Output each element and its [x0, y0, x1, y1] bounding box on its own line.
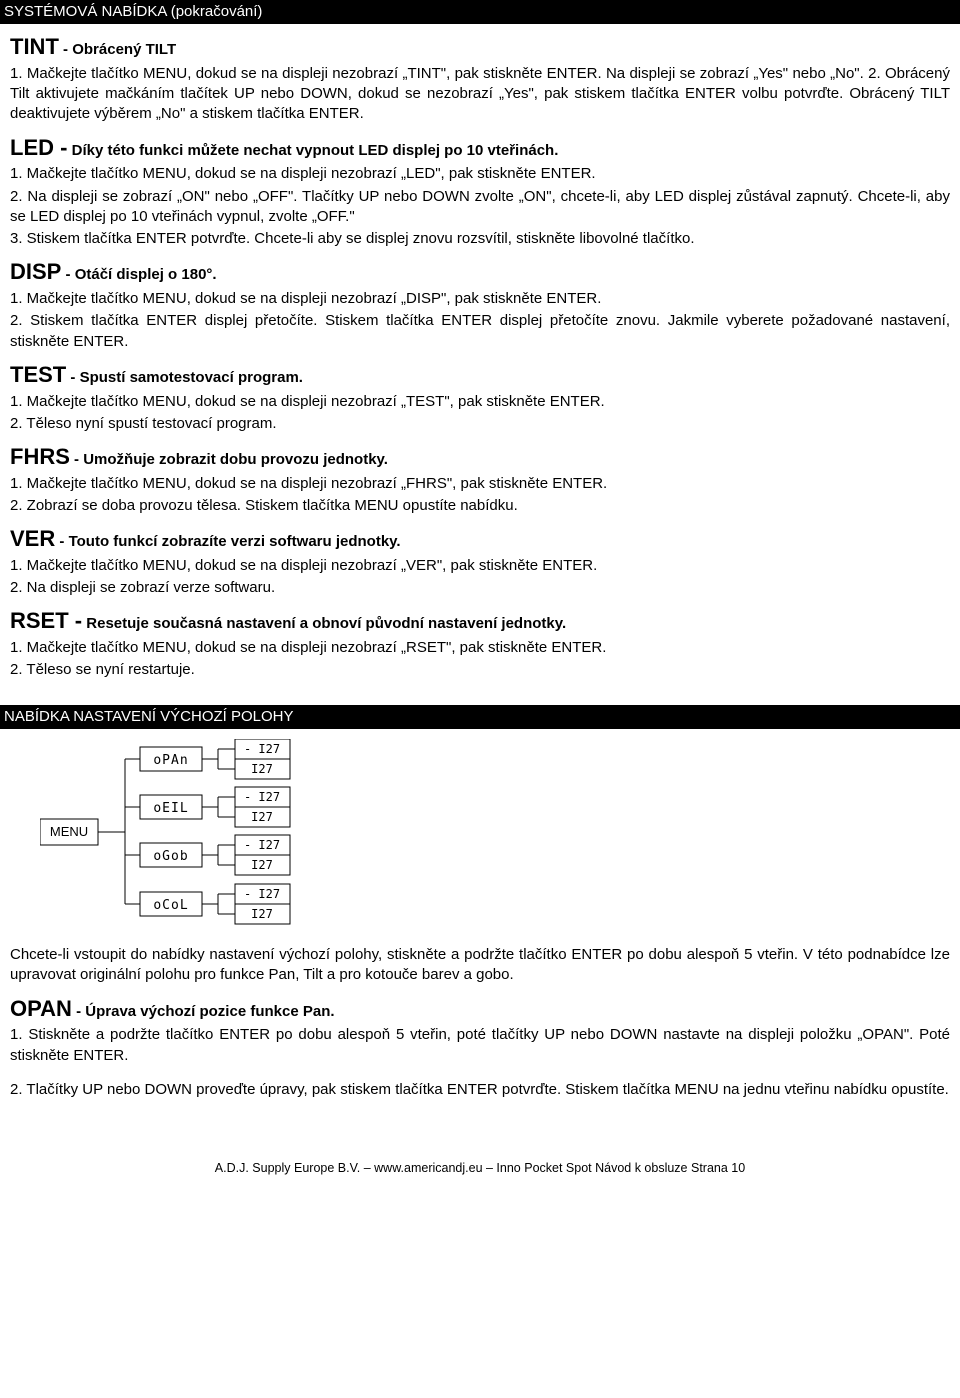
test-heading: TEST - Spustí samotestovací program. — [10, 360, 950, 390]
disp-desc: - Otáčí displej o 180°. — [61, 266, 216, 283]
diagram-item-0: oPAn — [153, 753, 188, 768]
ver-p2: 2. Na displeji se zobrazí verze softwaru… — [10, 578, 950, 598]
test-desc: - Spustí samotestovací program. — [66, 369, 303, 386]
diagram-value-1: I27 — [251, 762, 273, 776]
section-header-bar-2: NABÍDKA NASTAVENÍ VÝCHOZÍ POLOHY — [0, 705, 960, 729]
diagram-value-5: I27 — [251, 858, 273, 872]
diagram-menu-label: MENU — [50, 824, 88, 839]
led-desc: Díky této funkci můžete nechat vypnout L… — [67, 142, 558, 159]
fhrs-desc: - Umožňuje zobrazit dobu provozu jednotk… — [70, 451, 388, 468]
diagram-value-3: I27 — [251, 810, 273, 824]
opan-heading: OPAN - Úprava výchozí pozice funkce Pan. — [10, 994, 950, 1024]
diagram-value-7: I27 — [251, 907, 273, 921]
menu-diagram: MENU oPAn - I27 I27 oEIL — [40, 739, 950, 935]
opan-term: OPAN — [10, 996, 72, 1021]
rset-p2: 2. Těleso se nyní restartuje. — [10, 660, 950, 680]
diagram-value-2: - I27 — [244, 790, 280, 804]
led-heading: LED - Díky této funkci můžete nechat vyp… — [10, 133, 950, 163]
disp-heading: DISP - Otáčí displej o 180°. — [10, 257, 950, 287]
diagram-item-1: oEIL — [153, 801, 188, 816]
rset-heading: RSET - Resetuje současná nastavení a obn… — [10, 606, 950, 636]
led-term: LED - — [10, 135, 67, 160]
page-footer: A.D.J. Supply Europe B.V. – www.american… — [10, 1160, 950, 1177]
fhrs-p1: 1. Mačkejte tlačítko MENU, dokud se na d… — [10, 474, 950, 494]
test-p1: 1. Mačkejte tlačítko MENU, dokud se na d… — [10, 392, 950, 412]
fhrs-term: FHRS — [10, 444, 70, 469]
opan-p2: 2. Tlačítky UP nebo DOWN proveďte úpravy… — [10, 1080, 950, 1100]
ver-p1: 1. Mačkejte tlačítko MENU, dokud se na d… — [10, 556, 950, 576]
disp-term: DISP — [10, 259, 61, 284]
led-p2: 2. Na displeji se zobrazí „ON" nebo „OFF… — [10, 187, 950, 228]
diagram-item-2: oGob — [153, 849, 188, 864]
test-term: TEST — [10, 362, 66, 387]
fhrs-heading: FHRS - Umožňuje zobrazit dobu provozu je… — [10, 442, 950, 472]
disp-p1: 1. Mačkejte tlačítko MENU, dokud se na d… — [10, 289, 950, 309]
diagram-value-0: - I27 — [244, 742, 280, 756]
tint-p1: 1. Mačkejte tlačítko MENU, dokud se na d… — [10, 64, 950, 125]
opan-desc: - Úprava výchozí pozice funkce Pan. — [72, 1003, 335, 1020]
diagram-value-4: - I27 — [244, 838, 280, 852]
rset-term: RSET - — [10, 608, 82, 633]
diagram-value-6: - I27 — [244, 887, 280, 901]
fhrs-p2: 2. Zobrazí se doba provozu tělesa. Stisk… — [10, 496, 950, 516]
rset-desc: Resetuje současná nastavení a obnoví pův… — [82, 615, 566, 632]
disp-p2: 2. Stiskem tlačítka ENTER displej přetoč… — [10, 311, 950, 352]
section-header-bar: SYSTÉMOVÁ NABÍDKA (pokračování) — [0, 0, 960, 24]
opan-p1: 1. Stiskněte a podržte tlačítko ENTER po… — [10, 1025, 950, 1066]
tint-heading: TINT - Obrácený TILT — [10, 32, 950, 62]
diagram-item-3: oCoL — [153, 898, 188, 913]
led-p1: 1. Mačkejte tlačítko MENU, dokud se na d… — [10, 164, 950, 184]
rset-p1: 1. Mačkejte tlačítko MENU, dokud se na d… — [10, 638, 950, 658]
diagram-description: Chcete-li vstoupit do nabídky nastavení … — [10, 945, 950, 986]
test-p2: 2. Těleso nyní spustí testovací program. — [10, 414, 950, 434]
ver-heading: VER - Touto funkcí zobrazíte verzi softw… — [10, 524, 950, 554]
ver-desc: - Touto funkcí zobrazíte verzi softwaru … — [55, 533, 400, 550]
tint-term: TINT — [10, 34, 59, 59]
led-p3: 3. Stiskem tlačítka ENTER potvrďte. Chce… — [10, 229, 950, 249]
tint-desc: - Obrácený TILT — [59, 41, 176, 58]
ver-term: VER — [10, 526, 55, 551]
